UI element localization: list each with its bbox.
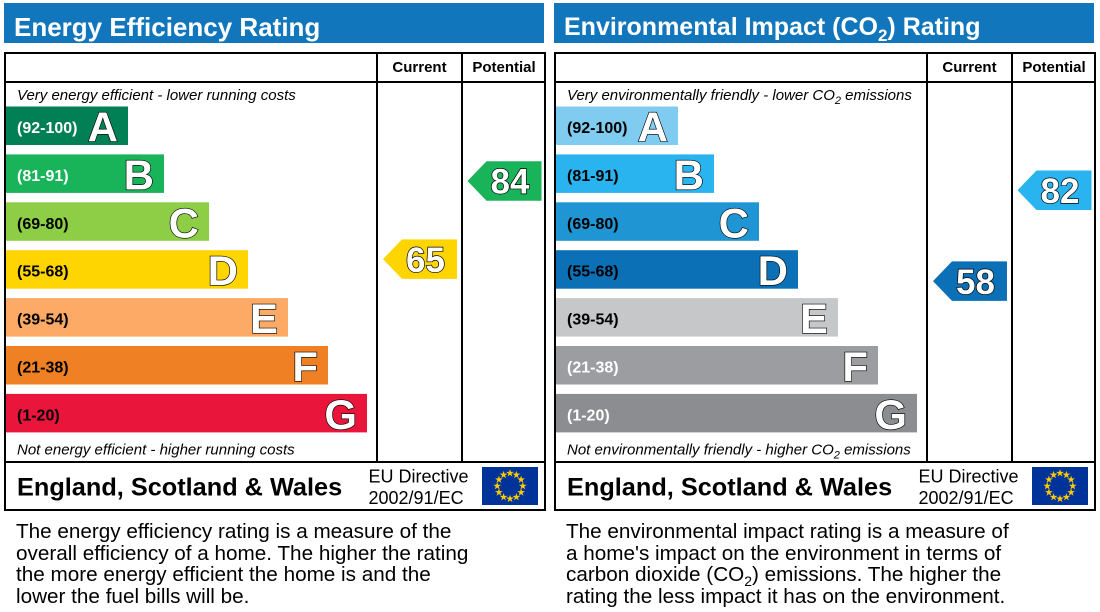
svg-text:(92-100): (92-100) [567,120,627,137]
svg-text:D: D [758,247,788,294]
svg-text:(21-38): (21-38) [567,360,619,377]
svg-text:82: 82 [1041,172,1080,211]
svg-text:G: G [874,391,907,438]
svg-text:2002/91/EC: 2002/91/EC [919,488,1014,508]
svg-text:(55-68): (55-68) [17,264,69,281]
svg-text:C: C [719,199,749,246]
svg-text:E: E [250,295,278,342]
svg-text:England, Scotland & Wales: England, Scotland & Wales [17,474,342,502]
svg-text:Current: Current [942,59,996,76]
svg-text:(21-38): (21-38) [17,360,69,377]
svg-text:Not environmentally friendly -: Not environmentally friendly - higher CO… [567,442,911,462]
svg-text:EU Directive: EU Directive [919,467,1019,487]
svg-text:65: 65 [406,241,445,280]
svg-text:EU Directive: EU Directive [369,467,469,487]
svg-text:58: 58 [956,263,995,302]
svg-text:Potential: Potential [472,59,535,76]
svg-text:Potential: Potential [1022,59,1085,76]
svg-text:(39-54): (39-54) [17,312,69,329]
svg-text:(81-91): (81-91) [17,168,69,185]
svg-text:(81-91): (81-91) [567,168,619,185]
svg-text:C: C [169,199,199,246]
svg-text:England, Scotland & Wales: England, Scotland & Wales [567,474,892,502]
svg-text:(1-20): (1-20) [17,407,60,424]
svg-text:(92-100): (92-100) [17,120,77,137]
svg-text:(1-20): (1-20) [567,407,610,424]
svg-text:84: 84 [491,163,530,202]
svg-text:A: A [638,104,668,151]
svg-text:D: D [208,247,238,294]
svg-text:G: G [324,391,357,438]
svg-text:(69-80): (69-80) [17,216,69,233]
svg-text:E: E [800,295,828,342]
svg-text:F: F [292,343,318,390]
svg-text:2002/91/EC: 2002/91/EC [369,488,464,508]
svg-text:(55-68): (55-68) [567,264,619,281]
svg-text:Not energy efficient - higher: Not energy efficient - higher running co… [17,442,295,459]
svg-text:(69-80): (69-80) [567,216,619,233]
svg-text:B: B [674,151,704,198]
svg-text:A: A [88,104,118,151]
svg-text:(39-54): (39-54) [567,312,619,329]
svg-text:B: B [124,151,154,198]
svg-text:F: F [842,343,868,390]
svg-text:Very energy efficient - lower: Very energy efficient - lower running co… [17,87,296,104]
svg-text:Current: Current [392,59,446,76]
svg-text:Very environmentally friendly: Very environmentally friendly - lower CO… [567,87,912,107]
